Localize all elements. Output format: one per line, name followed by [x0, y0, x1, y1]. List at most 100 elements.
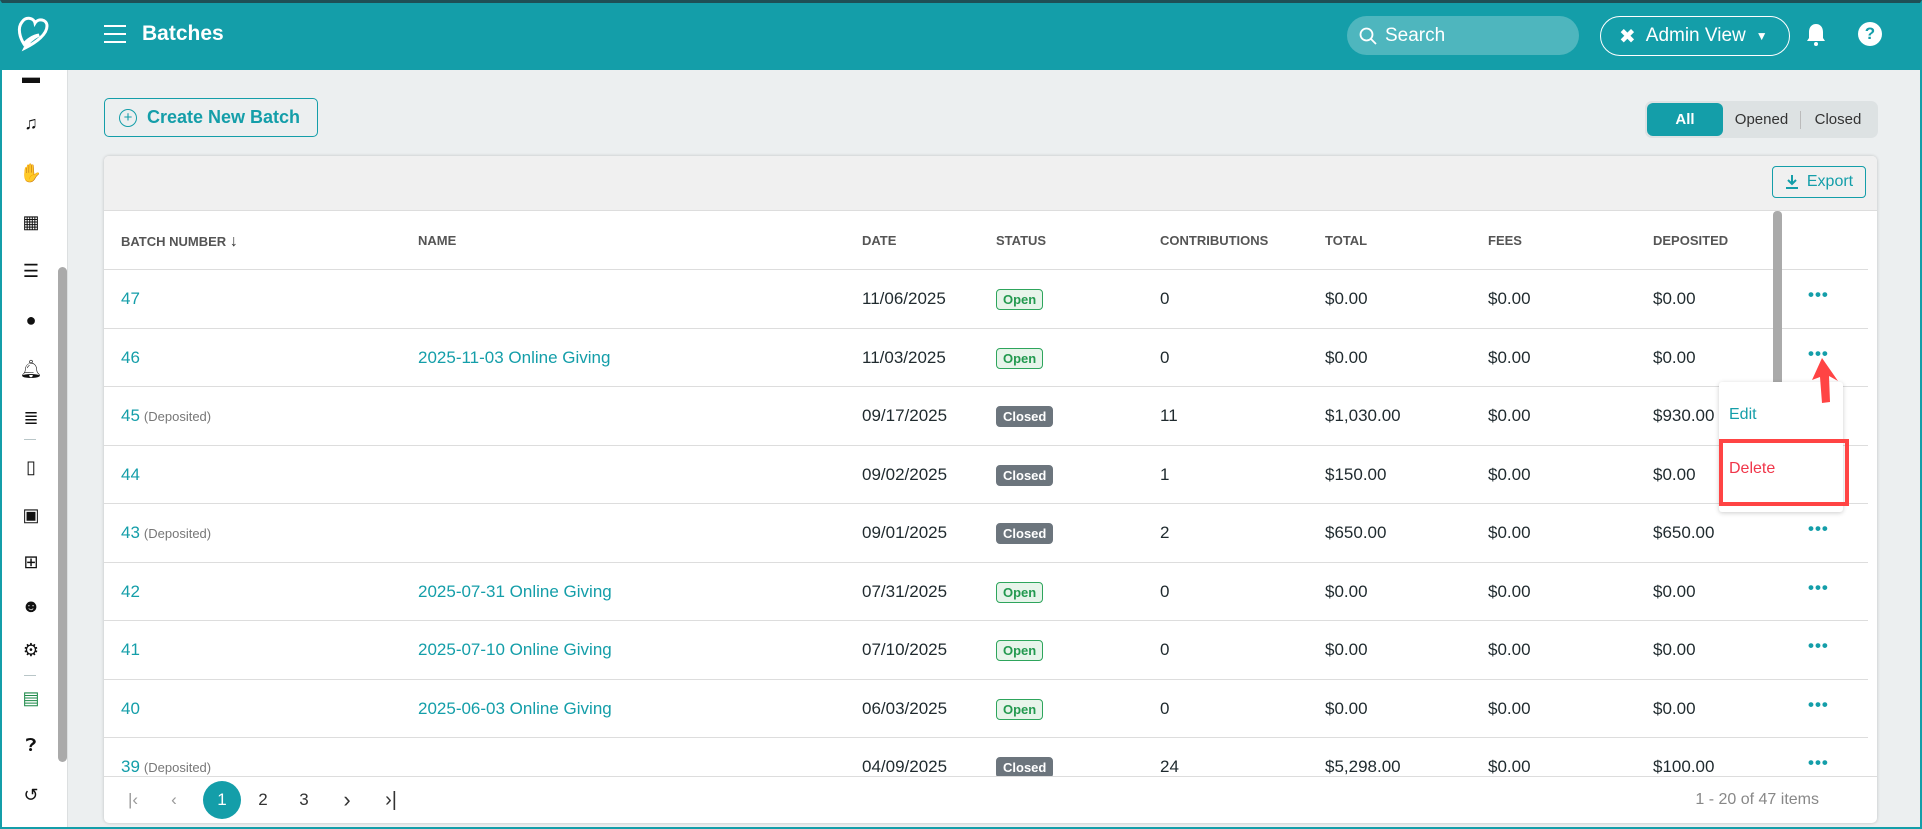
status-filter: All Opened Closed: [1645, 101, 1878, 138]
table-scrollbar[interactable]: [1773, 211, 1782, 469]
page-title: Batches: [142, 22, 224, 45]
annotation-arrow-icon: [1812, 358, 1838, 403]
batch-name-link[interactable]: 2025-06-03 Online Giving: [418, 698, 612, 718]
date-cell: 11/06/2025: [862, 289, 946, 308]
status-cell: Open: [996, 698, 1044, 720]
admin-view-dropdown[interactable]: ✖ Admin View ▼: [1600, 16, 1790, 56]
status-badge: Open: [996, 698, 1044, 720]
filter-opened[interactable]: Opened: [1723, 110, 1801, 129]
money-icon[interactable]: ▣: [22, 504, 40, 525]
page-3[interactable]: 3: [299, 790, 309, 809]
users-gear-icon[interactable]: ☻: [21, 595, 41, 616]
filter-closed[interactable]: Closed: [1814, 111, 1862, 128]
col-fees[interactable]: FEES: [1488, 233, 1522, 248]
sidebar-scrollbar[interactable]: [58, 267, 67, 762]
search-input[interactable]: Search: [1347, 16, 1579, 55]
date-cell: 07/31/2025: [862, 581, 948, 601]
row-actions-icon[interactable]: •••: [1808, 694, 1829, 714]
total-cell: $0.00: [1325, 640, 1368, 659]
table-row: 42 2025-07-31 Online Giving 07/31/2025 Open…: [104, 563, 1868, 621]
batch-number-link[interactable]: 43: [121, 523, 140, 542]
batch-number-link[interactable]: 46: [121, 347, 140, 367]
menu-edit[interactable]: Edit: [1729, 406, 1757, 423]
date-cell: 06/03/2025: [862, 698, 948, 718]
status-badge: Open: [996, 581, 1044, 603]
col-total[interactable]: TOTAL: [1325, 233, 1368, 248]
gift-icon[interactable]: ▤: [22, 687, 40, 708]
col-batch-number[interactable]: BATCH NUMBER ↓: [121, 233, 238, 251]
handshake-icon[interactable]: ✋: [19, 162, 43, 183]
col-deposited[interactable]: DEPOSITED: [1653, 233, 1729, 248]
batch-name-link[interactable]: 2025-07-10 Online Giving: [418, 640, 612, 659]
card-icon[interactable]: ▬: [22, 66, 40, 87]
help-icon[interactable]: ?: [1858, 22, 1882, 46]
admin-view-label: Admin View: [1645, 25, 1746, 46]
status-badge: Open: [996, 347, 1044, 369]
list-icon[interactable]: ☰: [22, 260, 40, 281]
top-bar: Batches Search ✖ Admin View ▼ ?: [0, 0, 1922, 70]
col-status[interactable]: STATUS: [996, 233, 1047, 248]
status-cell: Closed: [996, 406, 1054, 427]
date-cell: 09/01/2025: [862, 523, 948, 542]
download-icon: [1785, 175, 1798, 189]
table-body: 47 11/06/2025 Open 0 $0.00 $0.00 $0.00 ••• 46 202…: [104, 270, 1868, 776]
create-new-batch-button[interactable]: + Create New Batch: [104, 98, 318, 137]
batch-number-link[interactable]: 47: [121, 289, 140, 308]
col-name[interactable]: NAME: [418, 233, 457, 248]
next-page-icon[interactable]: ›: [343, 787, 351, 812]
prev-page-icon[interactable]: ‹: [171, 790, 177, 809]
last-page-icon[interactable]: ›|: [385, 789, 397, 811]
export-button[interactable]: Export: [1772, 166, 1866, 198]
contributions-cell: 0: [1160, 581, 1170, 601]
music-icon[interactable]: ♫: [24, 112, 38, 133]
contributions-cell: 2: [1160, 523, 1170, 542]
create-label: Create New Batch: [147, 107, 301, 127]
row-actions-icon[interactable]: •••: [1808, 753, 1829, 772]
status-cell: Open: [996, 581, 1044, 603]
calculator-icon[interactable]: ⊞: [23, 551, 39, 572]
date-cell: 11/03/2025: [862, 347, 946, 367]
row-action-menu: Edit Delete: [1719, 382, 1843, 512]
total-cell: $0.00: [1325, 289, 1368, 308]
row-actions-icon[interactable]: •••: [1808, 285, 1829, 304]
batch-number-link[interactable]: 42: [121, 581, 140, 601]
page-1[interactable]: 1: [203, 781, 241, 819]
batch-number-link[interactable]: 44: [121, 464, 140, 484]
batch-number-link[interactable]: 45: [121, 406, 140, 425]
history-icon[interactable]: ↺: [23, 784, 39, 805]
batch-number-link[interactable]: 39: [121, 757, 140, 776]
bell-icon[interactable]: 🔔︎: [19, 358, 43, 379]
notifications-bell-icon[interactable]: [1805, 22, 1827, 46]
first-page-icon[interactable]: |‹: [127, 790, 139, 809]
menu-delete[interactable]: Delete: [1729, 460, 1776, 477]
chart-icon[interactable]: ≣: [23, 407, 39, 428]
date-cell: 09/17/2025: [862, 406, 948, 425]
batch-name-link[interactable]: 2025-07-31 Online Giving: [418, 581, 612, 601]
menu-toggle-icon[interactable]: [104, 25, 126, 43]
clock-icon[interactable]: ●: [25, 309, 37, 330]
status-cell: Closed: [996, 757, 1054, 776]
row-actions-icon[interactable]: •••: [1808, 577, 1829, 597]
page-2[interactable]: 2: [258, 790, 268, 809]
batch-number-cell: 41: [121, 640, 140, 660]
fees-cell: $0.00: [1488, 289, 1531, 308]
row-actions-icon[interactable]: •••: [1808, 636, 1829, 655]
batch-number-link[interactable]: 41: [121, 640, 140, 659]
batch-number-cell: 43 (Deposited): [121, 523, 211, 543]
logo-icon[interactable]: [14, 14, 54, 54]
col-contributions[interactable]: CONTRIBUTIONS: [1160, 233, 1269, 248]
mobile-icon[interactable]: ▯: [26, 456, 36, 477]
deposited-amt-cell: $930.00: [1653, 406, 1715, 425]
batch-name-link[interactable]: 2025-11-03 Online Giving: [418, 347, 611, 367]
batch-number-link[interactable]: 40: [121, 698, 140, 718]
col-date[interactable]: DATE: [862, 233, 897, 248]
row-actions-icon[interactable]: •••: [1808, 343, 1829, 363]
help-icon[interactable]: ❓︎: [25, 734, 37, 755]
sort-down-icon: ↓: [229, 233, 238, 250]
deposited-note: (Deposited): [143, 409, 212, 424]
filter-all[interactable]: All: [1647, 103, 1723, 136]
batch-number-cell: 47: [121, 289, 140, 309]
calendar-icon[interactable]: ▦: [22, 211, 40, 232]
gear-icon[interactable]: ⚙: [22, 639, 40, 660]
row-actions-icon[interactable]: •••: [1808, 519, 1829, 538]
